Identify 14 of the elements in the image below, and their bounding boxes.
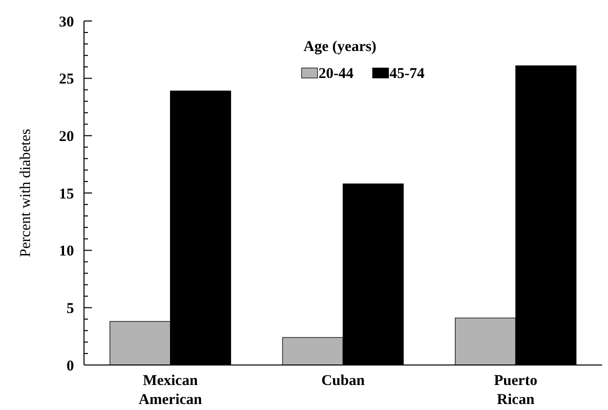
legend-label: 20-44	[318, 66, 354, 82]
y-tick-label: 0	[66, 358, 74, 374]
y-tick-label: 30	[59, 14, 74, 30]
x-tick-label: Cuban	[321, 373, 366, 389]
y-axis-title: Percent with diabetes	[18, 128, 34, 258]
y-tick-label: 5	[66, 300, 74, 317]
y-tick-label: 15	[59, 186, 74, 202]
x-tick-label: Mexican American	[138, 373, 203, 408]
legend-title: Age (years)	[304, 39, 376, 55]
y-tick-label: 20	[59, 128, 74, 145]
y-tick-label: 10	[59, 244, 74, 260]
y-tick-label: 25	[59, 72, 74, 88]
legend-label: 45-74	[390, 66, 426, 82]
x-tick-label: Puerto Rican	[494, 373, 538, 408]
